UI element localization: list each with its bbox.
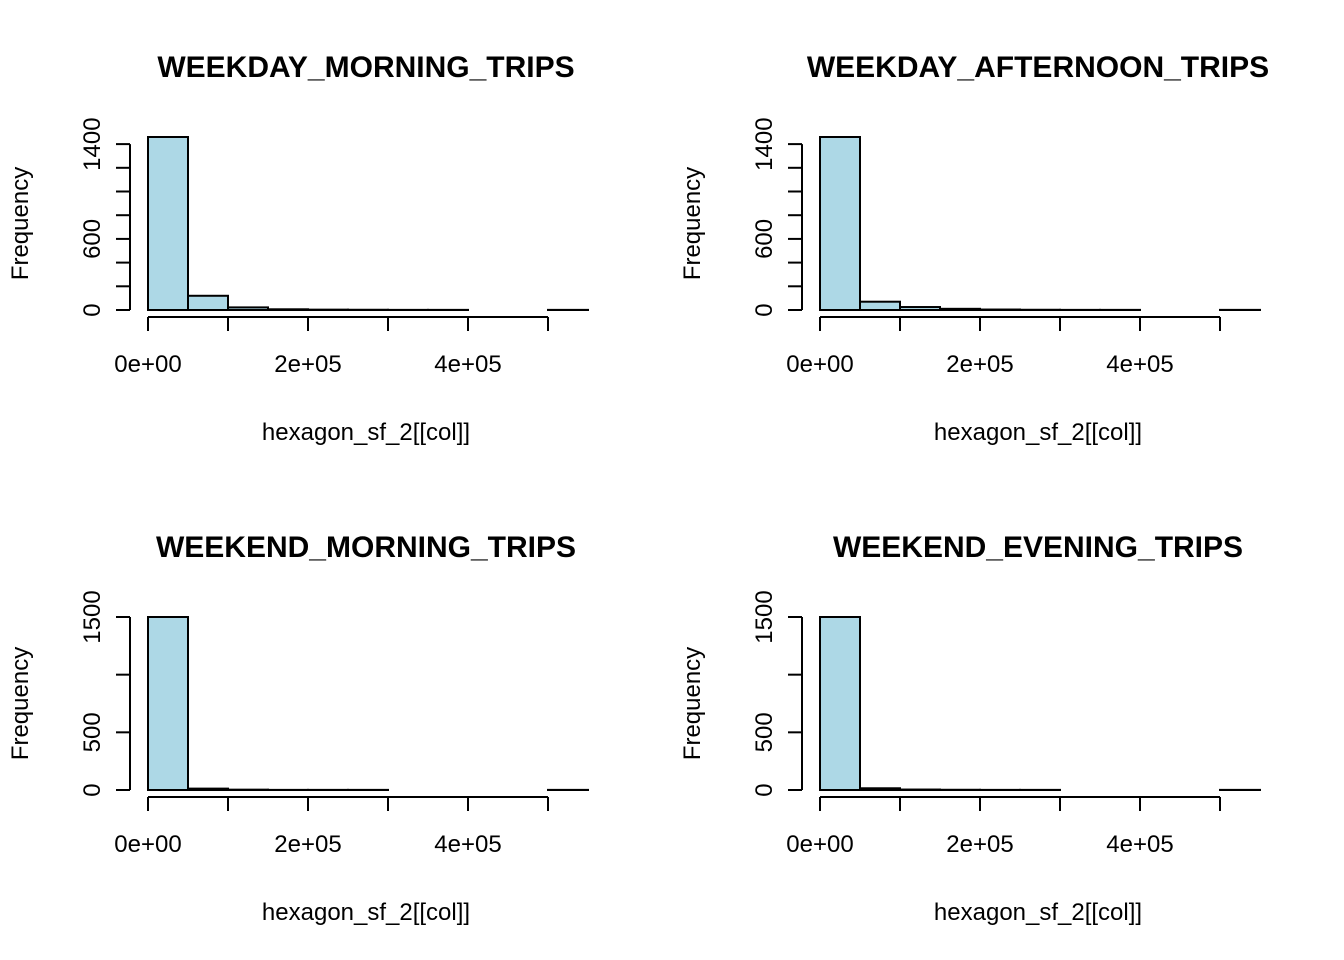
- y-axis-label: Frequency: [679, 647, 706, 760]
- x-tick-label: 0e+00: [786, 831, 853, 858]
- y-tick-label: 500: [751, 712, 778, 752]
- histogram-bar: [859, 787, 901, 792]
- x-tick-label: 2e+05: [274, 831, 341, 858]
- histogram-bar: [819, 616, 861, 791]
- histogram-panel-4: 0e+00 2e+05 4e+05 0 500 1500 WEEKEND_EVENING_T…: [679, 531, 1261, 926]
- histogram-panel-1: 0e+00 2e+05 4e+05 0 600 1400 WEEKDAY_MORNING_T…: [7, 51, 589, 446]
- y-tick-label: 0: [79, 783, 106, 796]
- chart-title: WEEKDAY_MORNING_TRIPS: [157, 51, 574, 84]
- histogram-panel-3: 0e+00 2e+05 4e+05 0 500 1500 WEEKEND_MORNING_T…: [7, 531, 589, 926]
- x-tick-label: 4e+05: [434, 831, 501, 858]
- x-tick-label: 0e+00: [786, 351, 853, 378]
- x-tick-label: 4e+05: [1106, 351, 1173, 378]
- chart-title: WEEKEND_EVENING_TRIPS: [833, 531, 1243, 564]
- histogram-bar: [227, 306, 269, 312]
- x-tick-label: 2e+05: [946, 351, 1013, 378]
- x-axis-label: hexagon_sf_2[[col]]: [934, 899, 1142, 926]
- histogram-bar: [147, 136, 189, 311]
- y-axis-label: Frequency: [7, 647, 34, 760]
- histogram-bar: [187, 294, 229, 312]
- y-axis-label: Frequency: [7, 167, 34, 280]
- x-tick-label: 2e+05: [946, 831, 1013, 858]
- histogram-bar: [899, 306, 941, 311]
- histogram-bar: [267, 308, 309, 311]
- y-tick-label: 500: [79, 712, 106, 752]
- histogram-bar: [187, 787, 229, 792]
- histogram-bar: [859, 300, 901, 311]
- histogram-bar: [819, 136, 861, 311]
- y-tick-label: 1400: [79, 117, 106, 170]
- chart-title: WEEKDAY_AFTERNOON_TRIPS: [807, 51, 1269, 84]
- x-tick-label: 0e+00: [114, 831, 181, 858]
- y-tick-label: 1400: [751, 117, 778, 170]
- x-tick-label: 2e+05: [274, 351, 341, 378]
- x-axis-label: hexagon_sf_2[[col]]: [934, 419, 1142, 446]
- x-tick-label: 4e+05: [1106, 831, 1173, 858]
- y-axis-label: Frequency: [679, 167, 706, 280]
- histogram-panel-2: 0e+00 2e+05 4e+05 0 600 1400 WEEKDAY_AFTERNOON…: [679, 51, 1269, 446]
- x-tick-label: 0e+00: [114, 351, 181, 378]
- y-tick-label: 1500: [79, 590, 106, 643]
- x-axis-label: hexagon_sf_2[[col]]: [262, 419, 470, 446]
- y-tick-label: 0: [751, 303, 778, 316]
- y-tick-label: 1500: [751, 590, 778, 643]
- y-tick-label: 600: [751, 219, 778, 259]
- y-tick-label: 0: [79, 303, 106, 316]
- y-tick-label: 600: [79, 219, 106, 259]
- histogram-bar: [147, 616, 189, 791]
- x-tick-label: 4e+05: [434, 351, 501, 378]
- y-tick-label: 0: [751, 783, 778, 796]
- chart-title: WEEKEND_MORNING_TRIPS: [156, 531, 576, 564]
- histogram-bar: [939, 307, 981, 311]
- x-axis-label: hexagon_sf_2[[col]]: [262, 899, 470, 926]
